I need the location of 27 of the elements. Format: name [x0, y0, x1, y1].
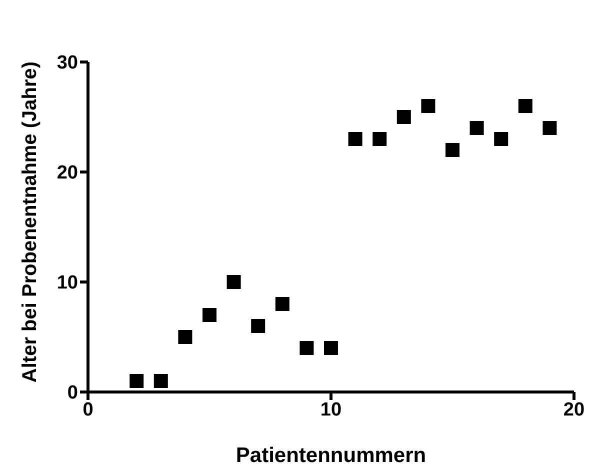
x-tick-label: 10 — [320, 399, 342, 420]
point — [446, 143, 460, 157]
point — [372, 132, 387, 146]
point — [324, 341, 338, 355]
point — [275, 297, 290, 311]
x-tick-label: 0 — [82, 399, 94, 420]
point — [494, 132, 508, 146]
x-axis-title: Patientennummern — [236, 444, 426, 467]
point — [396, 110, 411, 124]
y-tick-label: 0 — [67, 382, 78, 404]
point — [226, 275, 241, 289]
x-tick-label: 20 — [563, 399, 585, 420]
point — [470, 121, 484, 135]
point — [518, 99, 532, 113]
point — [421, 99, 436, 113]
point — [178, 330, 192, 344]
point — [202, 308, 216, 322]
point — [300, 341, 314, 355]
point — [130, 374, 144, 388]
point — [251, 319, 266, 333]
y-tick-label: 10 — [56, 272, 78, 294]
y-tick-label: 20 — [56, 162, 78, 184]
y-tick-label: 30 — [56, 52, 78, 74]
point — [542, 121, 557, 135]
y-axis-title: Alter bei Probenentnahme (Jahre) — [19, 61, 41, 383]
point — [154, 374, 168, 388]
point — [348, 132, 362, 146]
